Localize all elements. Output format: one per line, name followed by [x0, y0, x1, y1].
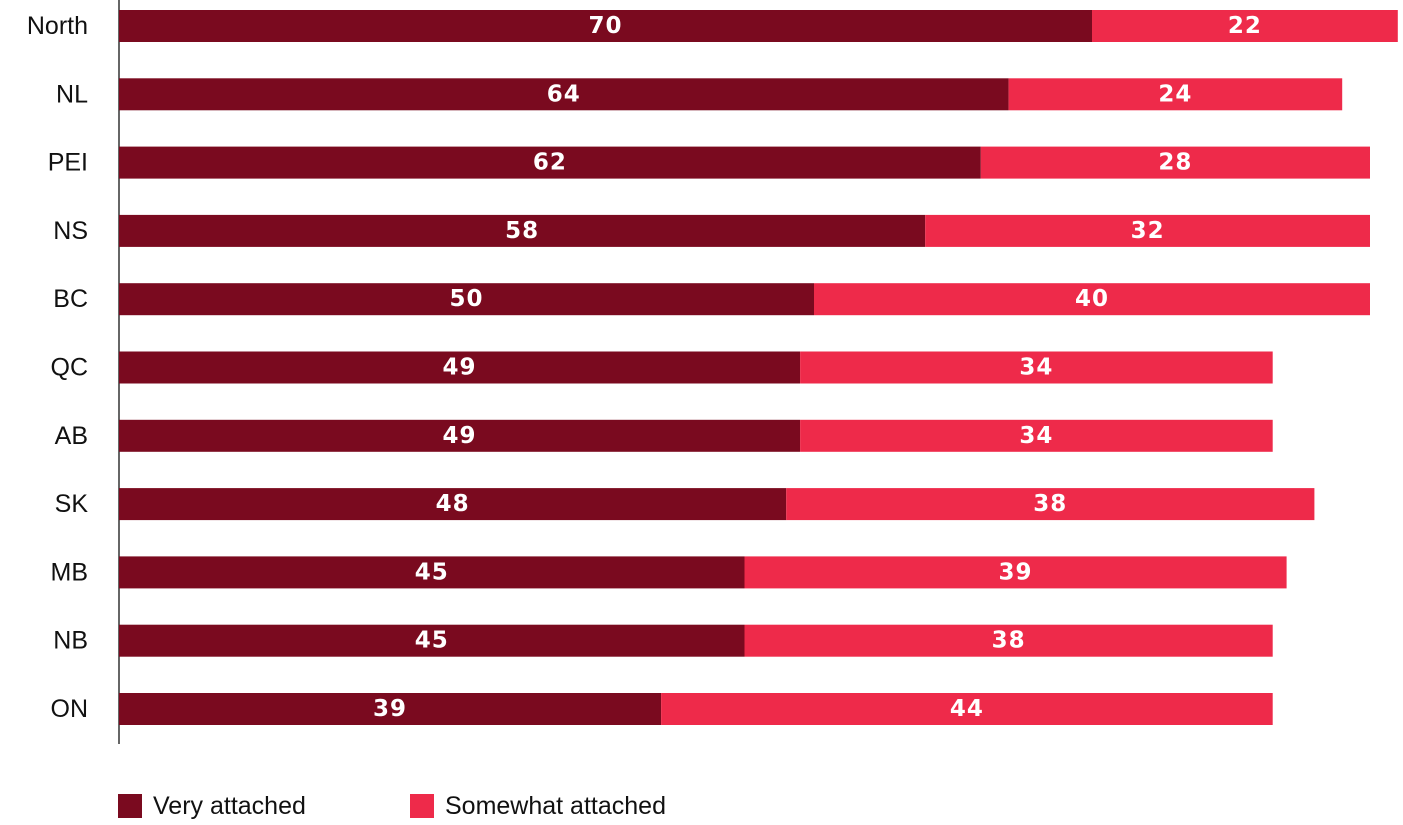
bar-segment	[119, 556, 745, 589]
category-label: MB	[51, 558, 89, 586]
data-label: 58	[505, 218, 539, 244]
data-label: 70	[588, 13, 622, 39]
bar-segment	[744, 556, 1287, 589]
bar-segment	[119, 78, 1009, 111]
data-label: 38	[992, 628, 1026, 654]
data-label: 39	[373, 696, 407, 722]
data-label: 45	[415, 559, 449, 585]
bar-segment	[119, 351, 801, 384]
legend-swatch	[410, 794, 434, 818]
category-label: North	[27, 12, 88, 40]
data-label: 64	[547, 81, 581, 107]
category-labels: North NL PEI NS BC QC AB SK MB NB ON	[27, 12, 88, 723]
category-label: NL	[56, 80, 88, 108]
category-label: PEI	[48, 149, 88, 177]
category-label: ON	[51, 695, 89, 723]
data-label: 49	[443, 355, 477, 381]
data-label: 38	[1033, 491, 1067, 517]
bar-segment	[814, 283, 1370, 316]
data-label: 39	[999, 559, 1033, 585]
data-label: 28	[1158, 150, 1192, 176]
value-labels: 70 22 64 24 62 28 58 32 50 40 49 34 49 34 48 38 45 39 45 38…	[373, 13, 1262, 722]
category-label: SK	[55, 490, 89, 518]
data-label: 34	[1019, 423, 1053, 449]
data-label: 45	[415, 628, 449, 654]
bar-segment	[119, 10, 1092, 42]
data-label: 49	[443, 423, 477, 449]
data-label: 24	[1158, 81, 1192, 107]
data-label: 48	[436, 491, 470, 517]
bar-segment	[119, 214, 926, 247]
bar-segment	[119, 693, 662, 725]
data-label: 50	[449, 286, 483, 312]
bar-segment	[786, 488, 1315, 521]
bar-segment	[980, 146, 1370, 179]
data-label: 32	[1131, 218, 1165, 244]
bars	[119, 10, 1398, 725]
legend-label: Very attached	[153, 792, 306, 820]
bar-segment	[119, 488, 787, 521]
bar-segment	[1092, 10, 1398, 42]
data-label: 62	[533, 150, 567, 176]
category-label: BC	[53, 285, 88, 313]
bar-segment	[744, 624, 1273, 657]
data-label: 40	[1075, 286, 1109, 312]
data-label: 22	[1228, 13, 1262, 39]
bar-segment	[119, 146, 981, 179]
bar-segment	[119, 624, 745, 657]
legend-label: Somewhat attached	[445, 792, 666, 820]
data-label: 44	[950, 696, 984, 722]
bar-segment	[800, 351, 1273, 384]
data-label: 34	[1019, 355, 1053, 381]
bar-segment	[119, 283, 814, 316]
bar-segment	[661, 693, 1273, 725]
legend: Very attached Somewhat attached	[118, 792, 666, 820]
category-label: NB	[53, 627, 88, 655]
category-label: AB	[55, 422, 88, 450]
bar-segment	[800, 419, 1273, 452]
category-label: QC	[51, 354, 89, 382]
bar-segment	[119, 419, 801, 452]
bar-segment	[1008, 78, 1343, 111]
legend-swatch	[118, 794, 142, 818]
bar-segment	[925, 214, 1370, 247]
category-label: NS	[53, 217, 88, 245]
